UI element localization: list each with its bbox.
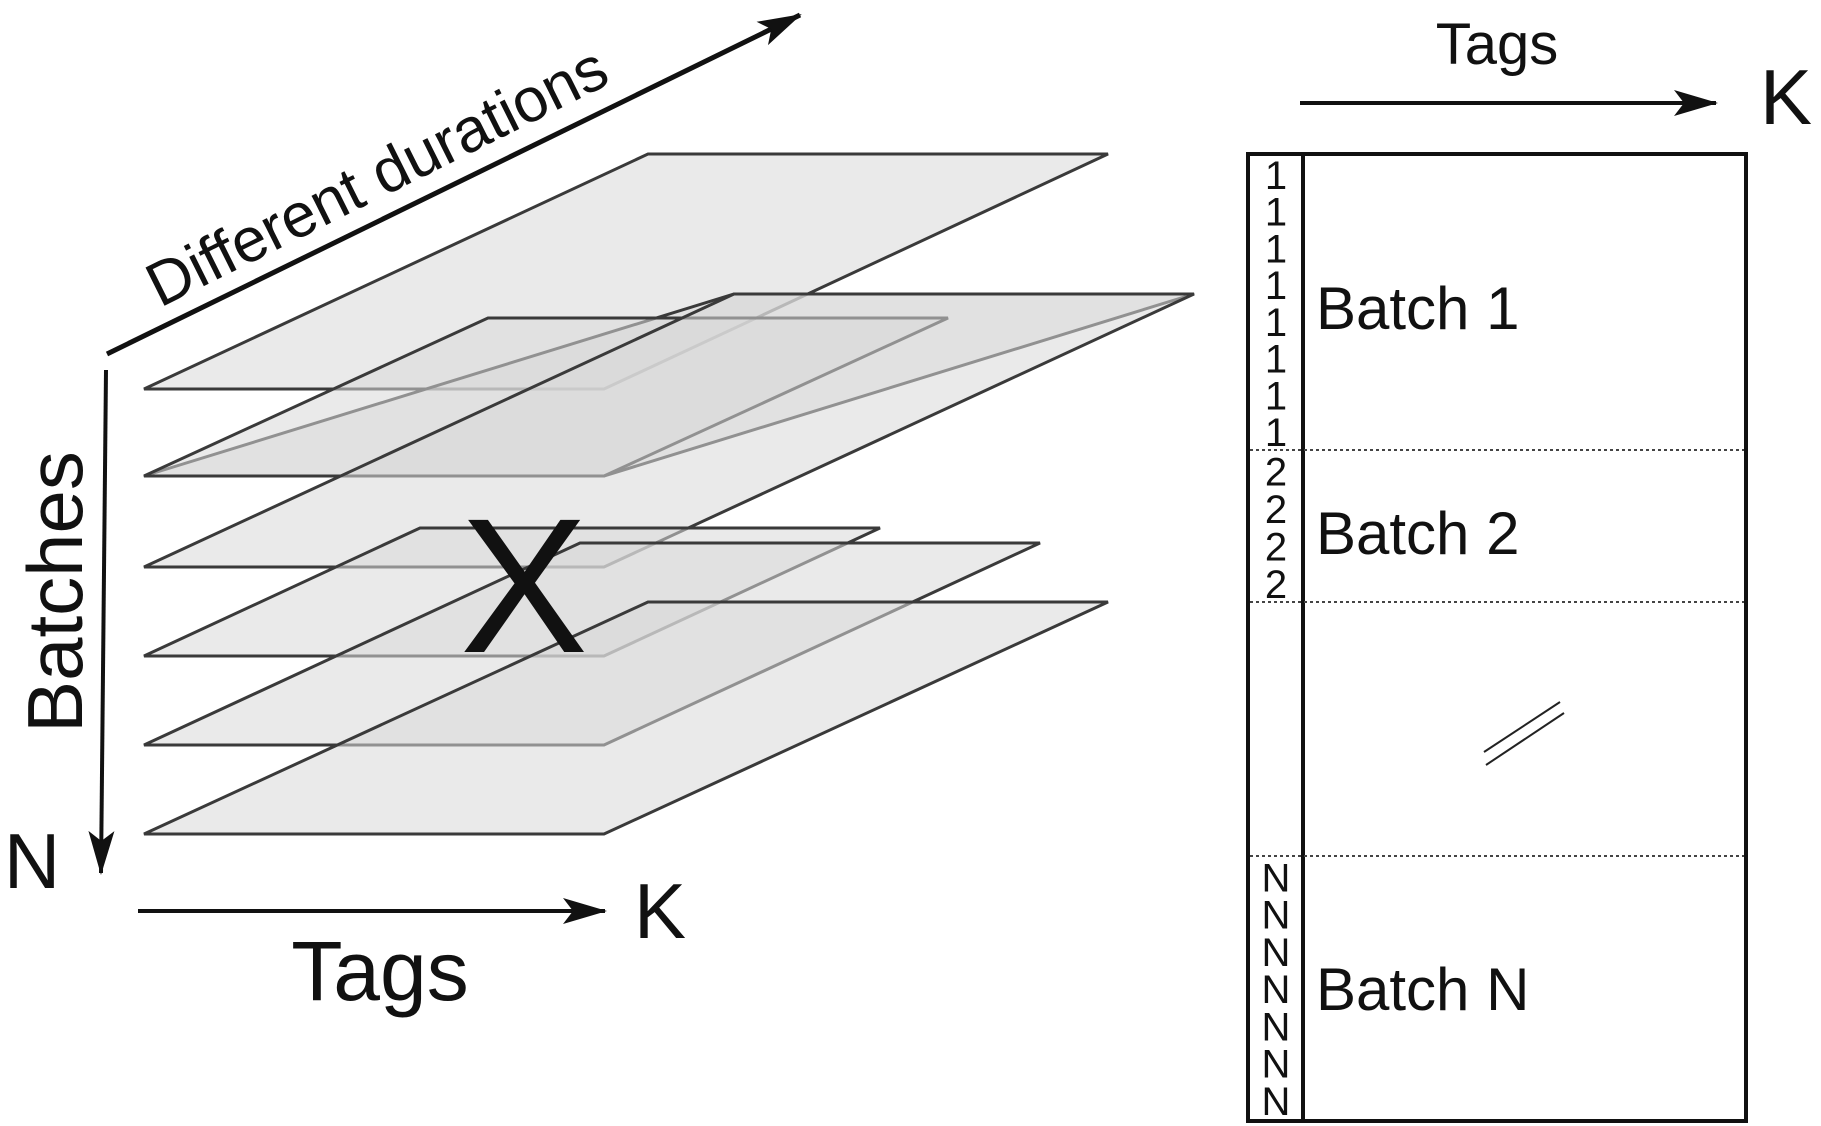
batch-index-mark: N bbox=[1262, 1043, 1291, 1087]
batch-index-mark: 1 bbox=[1265, 154, 1287, 198]
batch-index-mark: 1 bbox=[1265, 411, 1287, 455]
depth-axis-arrow bbox=[105, 12, 802, 357]
matrix-axis-end: K bbox=[1760, 53, 1812, 141]
batch-label-n: Batch N bbox=[1316, 956, 1529, 1023]
tensor-slices bbox=[143, 152, 1195, 836]
batch-index-mark: 2 bbox=[1265, 526, 1287, 570]
batches-axis-end: N bbox=[4, 817, 60, 905]
batch-label-1: Batch 1 bbox=[1316, 275, 1519, 342]
batch-index-mark: 1 bbox=[1265, 191, 1287, 235]
batch-index-mark: 1 bbox=[1265, 301, 1287, 345]
tags-axis-label: Tags bbox=[291, 924, 468, 1018]
batch-index-mark: N bbox=[1262, 1005, 1291, 1049]
batch-index-mark: N bbox=[1262, 1080, 1291, 1124]
batch-index-mark: 2 bbox=[1265, 488, 1287, 532]
batches-axis-arrow bbox=[88, 369, 115, 875]
batch-index-mark: N bbox=[1262, 894, 1291, 938]
batch-index-mark: 1 bbox=[1265, 374, 1287, 418]
right-panel: Tags K Batch 1 Batch 2 Batch N 111111112… bbox=[1246, 12, 1812, 1124]
tags-axis-end: K bbox=[634, 867, 686, 955]
batch-index-mark: N bbox=[1262, 856, 1291, 900]
left-panel: X Different durations Batches N Tags K bbox=[4, 12, 1195, 1018]
batch-index-mark: 2 bbox=[1265, 563, 1287, 607]
batch-index-mark: N bbox=[1262, 968, 1291, 1012]
tensor-slice-7 bbox=[143, 600, 1109, 836]
batches-axis-label: Batches bbox=[11, 451, 99, 733]
batch-index-mark: 1 bbox=[1265, 264, 1287, 308]
batch-index-mark: 1 bbox=[1265, 338, 1287, 382]
ellipsis-slash-icon bbox=[1483, 701, 1565, 766]
batch-dividers bbox=[1250, 449, 1744, 857]
tensor-symbol: X bbox=[460, 478, 588, 693]
batch-index-mark: 2 bbox=[1265, 451, 1287, 495]
matrix-axis-label: Tags bbox=[1436, 12, 1559, 77]
unfolded-matrix bbox=[1246, 152, 1748, 1123]
batch-index-mark: 1 bbox=[1265, 227, 1287, 271]
batch-label-2: Batch 2 bbox=[1316, 500, 1519, 567]
batch-index-mark: N bbox=[1262, 931, 1291, 975]
